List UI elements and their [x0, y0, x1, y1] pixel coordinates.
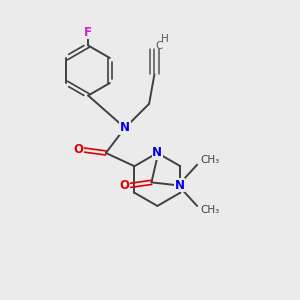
Text: O: O — [119, 179, 129, 192]
Text: O: O — [74, 143, 83, 157]
Text: CH₃: CH₃ — [200, 155, 219, 165]
Text: N: N — [174, 179, 184, 192]
Text: N: N — [120, 122, 130, 134]
Text: H: H — [161, 34, 169, 44]
Text: N: N — [152, 146, 162, 159]
Text: F: F — [84, 26, 92, 39]
Text: CH₃: CH₃ — [200, 206, 219, 215]
Text: C: C — [155, 41, 163, 51]
